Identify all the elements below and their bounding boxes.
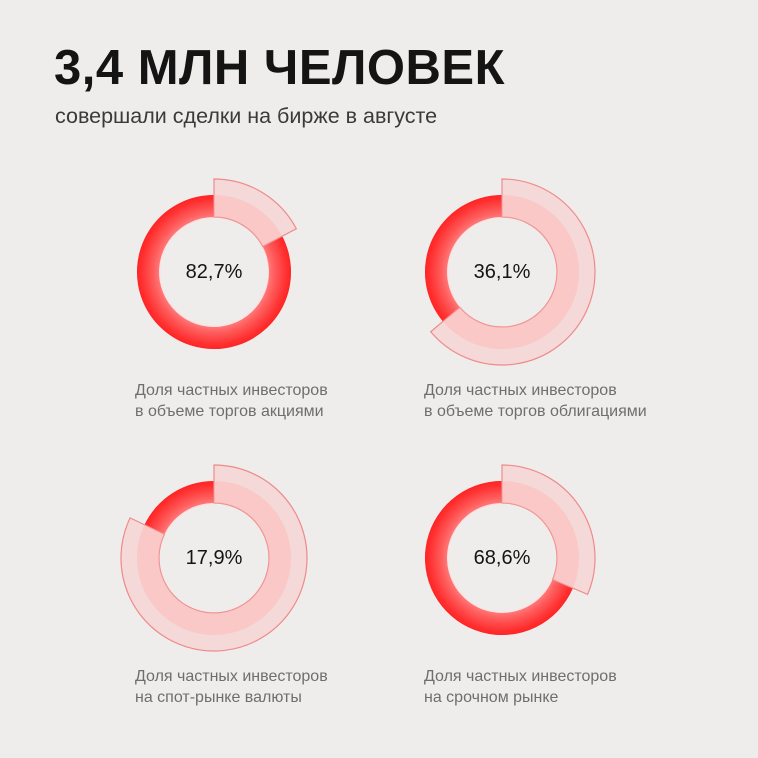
donut-remainder-glow — [214, 195, 283, 247]
donut-remainder-segment — [501, 464, 596, 596]
donut-remainder-segment — [429, 178, 596, 366]
caption-fx-spot: Доля частных инвесторов на спот-рынке ва… — [135, 666, 328, 708]
caption-line: Доля частных инвесторов — [135, 382, 328, 399]
donut-remainder-glow — [502, 481, 579, 589]
donut-value-label: 36,1% — [473, 260, 531, 283]
donut-svg — [137, 178, 298, 349]
donut-glow — [137, 195, 291, 349]
donut-glow — [425, 195, 502, 322]
caption-line: на спот-рынке валюты — [135, 689, 302, 706]
donut-remainder-segment — [213, 178, 298, 248]
caption-line: на срочном рынке — [424, 689, 559, 706]
caption-line: в объеме торгов облигациями — [424, 403, 647, 420]
page-subtitle: совершали сделки на бирже в августе — [55, 104, 438, 128]
caption-bonds: Доля частных инвесторов в объеме торгов … — [424, 380, 647, 422]
donut-svg — [120, 464, 308, 652]
donut-chart-derivatives: 68,6% — [402, 458, 602, 658]
caption-line: Доля частных инвесторов — [135, 668, 328, 685]
donut-remainder-segment — [120, 464, 308, 652]
donut-chart-stocks: 82,7% — [114, 172, 314, 372]
page-title: 3,4 МЛН ЧЕЛОВЕК — [54, 41, 506, 95]
donut-chart-fx-spot: 17,9% — [114, 458, 314, 658]
donut-value-label: 82,7% — [185, 260, 243, 283]
donut-value-label: 68,6% — [473, 546, 531, 569]
donut-glow — [425, 481, 573, 635]
donut-glow — [144, 481, 214, 536]
donut-remainder-glow — [442, 195, 579, 349]
caption-line: в объеме торгов акциями — [135, 403, 324, 420]
donut-svg — [425, 178, 596, 366]
donut-chart-bonds: 36,1% — [402, 172, 602, 372]
caption-line: Доля частных инвесторов — [424, 382, 617, 399]
caption-line: Доля частных инвесторов — [424, 668, 617, 685]
donut-value-label: 17,9% — [185, 546, 243, 569]
caption-stocks: Доля частных инвесторов в объеме торгов … — [135, 380, 328, 422]
donut-svg — [425, 464, 596, 635]
caption-derivatives: Доля частных инвесторов на срочном рынке — [424, 666, 617, 708]
